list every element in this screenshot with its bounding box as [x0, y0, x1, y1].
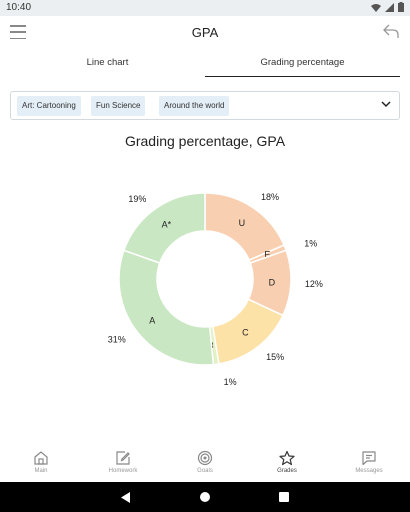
wifi-icon [371, 3, 381, 12]
pencil-icon [116, 451, 130, 465]
system-recents-icon[interactable] [279, 492, 289, 502]
slice-percent-label: 15% [266, 352, 284, 362]
tab-grading-percentage[interactable]: Grading percentage [205, 54, 400, 77]
slice-percent-label: 12% [305, 279, 323, 289]
menu-icon[interactable] [10, 25, 26, 39]
filter-chip[interactable]: Fun Science [91, 96, 146, 116]
chart-title: Grading percentage, GPA [124, 133, 286, 149]
nav-goals[interactable]: Goals [164, 444, 246, 482]
system-home-icon[interactable] [200, 492, 210, 502]
slice-label: E [264, 250, 270, 260]
nav-homework[interactable]: Homework [82, 444, 164, 482]
filter-chip[interactable]: Art: Cartooning [17, 96, 81, 116]
battery-icon [398, 2, 404, 12]
tab-bar: Line chart Grading percentage [10, 54, 400, 78]
system-nav-bar [0, 482, 410, 512]
slice-percent-label: 18% [261, 192, 279, 202]
page-title: GPA [191, 25, 219, 40]
slice-percent-label: 31% [108, 334, 126, 344]
nav-label: Main [34, 468, 48, 474]
bottom-nav: Main Homework Goals Grades Messages [0, 444, 410, 482]
target-icon [197, 450, 213, 466]
nav-label: Homework [108, 468, 138, 474]
filter-chip[interactable]: Around the world [159, 96, 230, 116]
slice-label: D [269, 277, 276, 287]
status-bar: 10:40 [0, 0, 410, 16]
slice-label: A* [162, 219, 172, 229]
signal-icon [385, 2, 394, 12]
app-header: GPA [0, 16, 410, 50]
nav-label: Goals [197, 468, 213, 474]
message-icon [362, 451, 376, 466]
donut-slice-A* [122, 192, 206, 264]
slice-label: U [239, 218, 246, 228]
status-icons [371, 2, 404, 12]
nav-label: Messages [355, 468, 383, 474]
tab-line-chart[interactable]: Line chart [86, 57, 129, 68]
star-icon [279, 450, 295, 466]
nav-grades[interactable]: Grades [246, 444, 328, 482]
slice-label: A [149, 315, 155, 325]
system-back-icon[interactable] [121, 492, 131, 503]
subject-filter[interactable]: Art: Cartooning Fun Science Around the w… [10, 91, 400, 120]
donut-chart: U18%E1%D12%C15%B1%A31%A*19% [108, 192, 323, 387]
donut-slice-A [118, 249, 215, 366]
home-icon [34, 451, 48, 465]
status-time: 10:40 [6, 2, 32, 13]
nav-label: Grades [277, 468, 297, 474]
nav-main[interactable]: Main [0, 444, 82, 482]
nav-messages[interactable]: Messages [328, 444, 410, 482]
back-arrow-icon[interactable] [382, 23, 400, 39]
slice-percent-label: 1% [304, 238, 317, 248]
slice-percent-label: 1% [224, 377, 237, 387]
slice-percent-label: 19% [128, 194, 146, 204]
chevron-down-icon[interactable] [381, 100, 391, 108]
slice-label: C [242, 327, 249, 337]
